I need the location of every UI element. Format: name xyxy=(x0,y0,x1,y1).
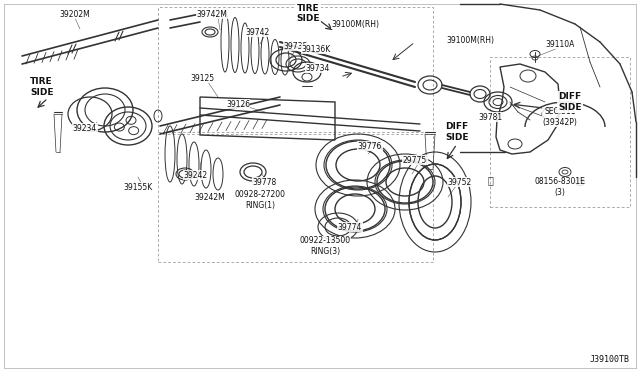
Text: 39202M: 39202M xyxy=(60,10,90,19)
Text: TIRE
SIDE: TIRE SIDE xyxy=(296,4,320,23)
Text: 39781: 39781 xyxy=(478,112,502,122)
Text: 29775: 29775 xyxy=(403,155,427,164)
Text: TIRE
SIDE: TIRE SIDE xyxy=(30,77,54,97)
Text: 39100M(RH): 39100M(RH) xyxy=(331,19,379,29)
Text: 39100M(RH): 39100M(RH) xyxy=(446,35,494,45)
Text: 00928-27200
RING(1): 00928-27200 RING(1) xyxy=(234,190,285,210)
Text: 39742: 39742 xyxy=(246,28,270,36)
Text: 39242: 39242 xyxy=(183,170,207,180)
Text: J39100TB: J39100TB xyxy=(590,355,630,364)
Text: 39110A: 39110A xyxy=(545,39,575,48)
Text: 39125: 39125 xyxy=(190,74,214,83)
Text: 39776: 39776 xyxy=(358,141,382,151)
Bar xyxy=(158,7,433,132)
Text: 39242M: 39242M xyxy=(195,192,225,202)
Text: 39136K: 39136K xyxy=(301,45,331,54)
Text: 39778: 39778 xyxy=(253,177,277,186)
Text: DIFF
SIDE: DIFF SIDE xyxy=(445,122,468,142)
Text: 39735: 39735 xyxy=(284,42,308,51)
Text: 39752: 39752 xyxy=(448,177,472,186)
Text: 39126: 39126 xyxy=(226,99,250,109)
Text: 39742M: 39742M xyxy=(196,10,227,19)
Text: 00922-13500
RING(3): 00922-13500 RING(3) xyxy=(300,236,351,256)
Text: SEC.311
(39342P): SEC.311 (39342P) xyxy=(543,107,577,127)
Text: 39734: 39734 xyxy=(306,64,330,73)
Bar xyxy=(490,57,630,207)
Text: 39155K: 39155K xyxy=(124,183,152,192)
Text: DIFF
SIDE: DIFF SIDE xyxy=(558,92,582,112)
Text: Ⓑ: Ⓑ xyxy=(487,175,493,185)
Text: 39774: 39774 xyxy=(338,222,362,231)
Text: 39234: 39234 xyxy=(73,124,97,132)
Text: 08156-8301E
(3): 08156-8301E (3) xyxy=(534,177,586,197)
Bar xyxy=(158,134,433,262)
